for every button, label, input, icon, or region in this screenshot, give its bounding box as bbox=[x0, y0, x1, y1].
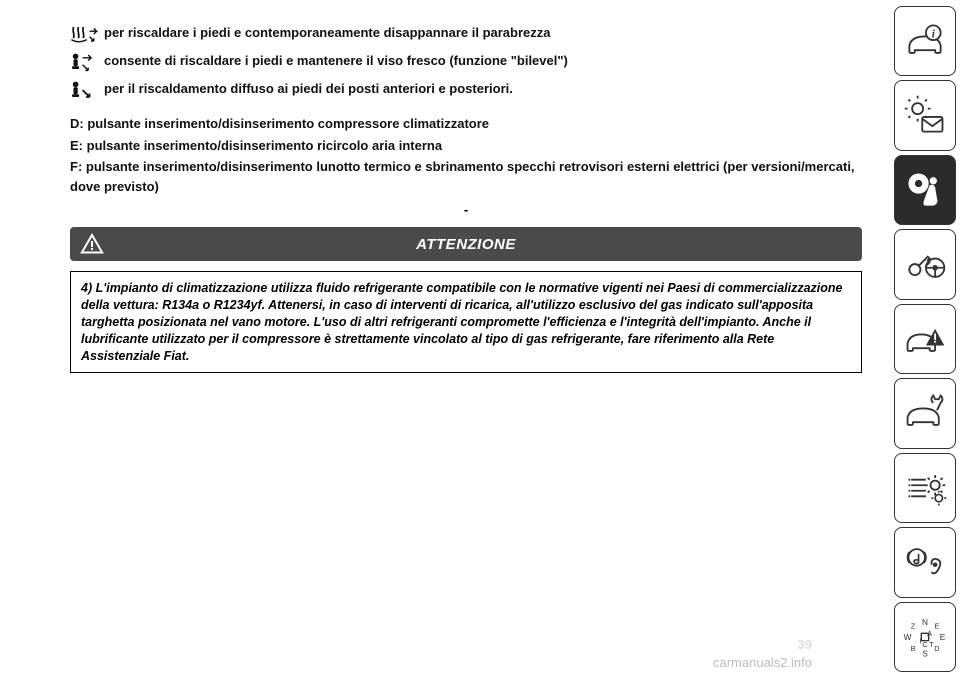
vent-mode-item: per riscaldare i piedi e contemporaneame… bbox=[70, 24, 862, 44]
svg-text:Z: Z bbox=[911, 621, 916, 630]
sidebar-settings-list[interactable] bbox=[894, 453, 956, 523]
sidebar-light-message[interactable] bbox=[894, 80, 956, 150]
definition-d: D: pulsante inserimento/disinserimento c… bbox=[70, 114, 862, 134]
note-text: L'impianto di climatizzazione utilizza f… bbox=[81, 281, 843, 363]
sidebar-nav: i bbox=[890, 0, 960, 678]
vent-mode-text: per riscaldare i piedi e contemporaneame… bbox=[104, 24, 551, 42]
vent-mode-item: consente di riscaldare i piedi e mantene… bbox=[70, 52, 862, 72]
dash-separator: - bbox=[70, 202, 862, 217]
attention-label: ATTENZIONE bbox=[116, 236, 816, 253]
sidebar-car-warning[interactable] bbox=[894, 304, 956, 374]
svg-text:S: S bbox=[922, 649, 928, 658]
svg-text:T: T bbox=[929, 640, 934, 649]
svg-text:I: I bbox=[919, 636, 921, 645]
vent-mode-list: per riscaldare i piedi e contemporaneame… bbox=[70, 24, 862, 100]
button-definitions: D: pulsante inserimento/disinserimento c… bbox=[70, 114, 862, 196]
sidebar-compass[interactable]: N S W E Z E B D I A C T bbox=[894, 602, 956, 672]
sidebar-media-nav[interactable] bbox=[894, 527, 956, 597]
svg-text:B: B bbox=[911, 644, 916, 653]
svg-text:A: A bbox=[927, 629, 932, 638]
manual-content: per riscaldare i piedi e contemporaneame… bbox=[0, 0, 890, 678]
svg-text:N: N bbox=[922, 618, 928, 627]
svg-text:E: E bbox=[940, 632, 946, 641]
sidebar-car-info[interactable]: i bbox=[894, 6, 956, 76]
watermark: carmanuals2.info bbox=[713, 655, 812, 670]
sidebar-car-service[interactable] bbox=[894, 378, 956, 448]
attention-note: 4) L'impianto di climatizzazione utilizz… bbox=[70, 271, 862, 373]
sidebar-key-steering[interactable] bbox=[894, 229, 956, 299]
definition-f: F: pulsante inserimento/disinserimento l… bbox=[70, 157, 862, 196]
vent-mode-text: consente di riscaldare i piedi e mantene… bbox=[104, 52, 568, 70]
note-number: 4) bbox=[81, 281, 92, 295]
definition-e: E: pulsante inserimento/disinserimento r… bbox=[70, 136, 862, 156]
svg-text:E: E bbox=[934, 621, 939, 630]
vent-feet-diffuse-icon bbox=[70, 80, 98, 100]
page-number: 39 bbox=[798, 637, 812, 652]
svg-text:D: D bbox=[934, 644, 939, 653]
warning-triangle-icon bbox=[80, 233, 104, 255]
attention-bar: ATTENZIONE bbox=[70, 227, 862, 261]
vent-mode-item: per il riscaldamento diffuso ai piedi de… bbox=[70, 80, 862, 100]
sidebar-airbag-seat[interactable] bbox=[894, 155, 956, 225]
vent-bilevel-icon bbox=[70, 52, 98, 72]
svg-text:W: W bbox=[904, 632, 912, 641]
svg-text:C: C bbox=[922, 640, 928, 649]
vent-mode-text: per il riscaldamento diffuso ai piedi de… bbox=[104, 80, 513, 98]
vent-feet-windshield-icon bbox=[70, 24, 98, 44]
